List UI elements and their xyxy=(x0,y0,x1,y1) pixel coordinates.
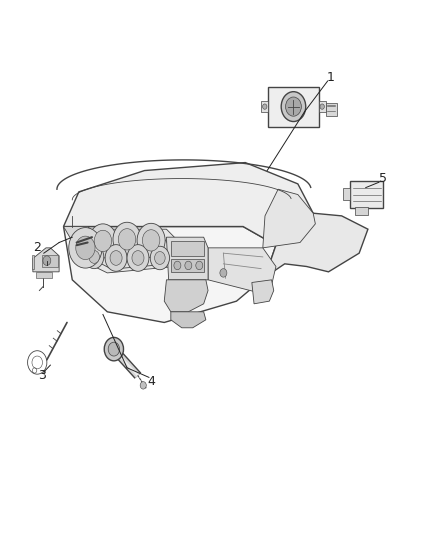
FancyBboxPatch shape xyxy=(268,86,319,126)
Polygon shape xyxy=(32,255,34,269)
Circle shape xyxy=(286,97,301,116)
Circle shape xyxy=(89,224,117,258)
FancyBboxPatch shape xyxy=(171,259,204,272)
Circle shape xyxy=(104,337,124,361)
Text: 4: 4 xyxy=(147,375,155,387)
Circle shape xyxy=(127,245,149,271)
Circle shape xyxy=(110,251,122,265)
FancyBboxPatch shape xyxy=(171,241,204,256)
Polygon shape xyxy=(252,280,274,304)
Polygon shape xyxy=(208,248,276,293)
Polygon shape xyxy=(81,236,171,269)
Polygon shape xyxy=(72,229,180,273)
Circle shape xyxy=(43,256,51,265)
Circle shape xyxy=(85,245,104,269)
Circle shape xyxy=(105,245,127,271)
Circle shape xyxy=(174,261,181,270)
Polygon shape xyxy=(33,248,59,272)
Circle shape xyxy=(132,251,144,265)
Circle shape xyxy=(155,252,165,264)
Text: 1: 1 xyxy=(327,71,335,84)
Circle shape xyxy=(137,223,165,257)
Circle shape xyxy=(94,230,112,252)
FancyBboxPatch shape xyxy=(350,181,383,208)
Circle shape xyxy=(281,92,306,122)
Circle shape xyxy=(150,246,170,270)
Polygon shape xyxy=(265,213,368,277)
Polygon shape xyxy=(263,189,315,248)
Text: 2: 2 xyxy=(33,241,41,254)
Circle shape xyxy=(140,382,146,389)
Circle shape xyxy=(76,236,95,260)
FancyBboxPatch shape xyxy=(42,255,58,266)
FancyBboxPatch shape xyxy=(319,101,326,112)
Polygon shape xyxy=(166,237,208,280)
Circle shape xyxy=(89,251,99,263)
Polygon shape xyxy=(164,280,208,312)
Circle shape xyxy=(108,342,120,356)
Polygon shape xyxy=(64,227,276,322)
Circle shape xyxy=(142,230,160,251)
Polygon shape xyxy=(36,272,52,278)
Text: 5: 5 xyxy=(379,172,387,185)
Circle shape xyxy=(69,228,102,268)
Text: 3: 3 xyxy=(38,369,46,382)
FancyBboxPatch shape xyxy=(261,101,268,112)
Circle shape xyxy=(320,104,324,109)
Polygon shape xyxy=(171,312,206,328)
Circle shape xyxy=(263,104,267,109)
Circle shape xyxy=(113,222,141,256)
Polygon shape xyxy=(64,163,313,245)
Circle shape xyxy=(118,229,136,250)
Polygon shape xyxy=(64,227,99,248)
Circle shape xyxy=(196,261,203,270)
FancyBboxPatch shape xyxy=(326,103,336,116)
Circle shape xyxy=(220,269,227,277)
FancyBboxPatch shape xyxy=(355,207,368,215)
FancyBboxPatch shape xyxy=(343,188,350,200)
Circle shape xyxy=(185,261,192,270)
